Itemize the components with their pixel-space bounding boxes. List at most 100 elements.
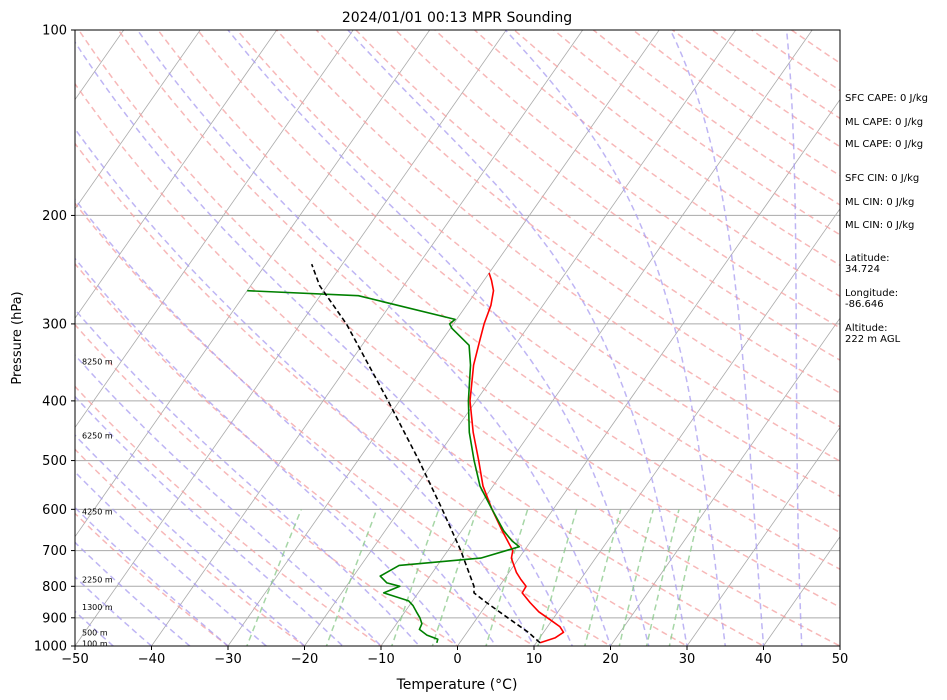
y-axis-label: Pressure (hPa) [10,291,25,384]
isotherm-line [763,536,840,646]
mixing-ratio-line [246,509,302,646]
moist-adiabat [75,471,268,646]
x-tick-label: −30 [214,652,241,667]
dry-adiabat [394,30,840,361]
moist-adiabat [75,354,383,646]
height-label: 100 m [82,639,108,648]
isotherm-line [75,30,354,429]
y-tick-label: 500 [42,454,67,469]
height-label: 8250 m [82,357,113,366]
moist-adiabat [75,395,344,646]
dry-adiabat [354,30,840,394]
isotherm-line [75,30,278,319]
latitude-value: 34.724 [845,264,880,275]
x-axis: −50 −40 −30 −20 −10 0 10 20 30 40 50 [61,646,848,667]
moist-adiabat [136,30,612,646]
x-tick-label: 50 [832,652,849,667]
y-tick-label: 1000 [34,640,67,655]
longitude-block: Longitude: -86.646 [845,288,898,310]
x-tick-label: 40 [755,652,772,667]
isotherm-line [75,30,507,646]
mixing-ratio-line [325,509,378,646]
moist-adiabat [347,30,688,646]
moist-adiabat [75,127,535,646]
x-tick-label: −20 [291,652,318,667]
moist-adiabat [75,257,459,646]
altitude-value: 222 m AGL [845,334,901,345]
x-tick-label: 0 [453,652,461,667]
mixing-ratio-line [485,509,529,646]
chart-title: 2024/01/01 00:13 MPR Sounding [342,10,572,26]
y-tick-label: 400 [42,394,67,409]
y-axis: 1000 900 800 700 600 500 400 300 200 100 [34,24,75,655]
moist-adiabat [75,575,153,646]
mixing-ratio-line [431,509,478,646]
x-tick-label: −40 [138,652,165,667]
mixing-ratio-line [668,509,702,646]
dry-adiabat [156,30,840,571]
dry-adiabat [75,323,459,646]
dry-adiabat [75,512,230,646]
moist-adiabat [75,434,306,646]
height-label: 4250 m [82,508,113,517]
mixing-ratio-line [618,509,654,646]
altitude-block: Altitude: 222 m AGL [845,323,900,345]
trace-layer [247,263,565,644]
moist-adiabat [75,610,115,646]
dry-adiabat [75,142,689,646]
mixing-ratio-line [391,509,440,646]
x-tick-label: 30 [679,652,696,667]
moist-adiabat [669,30,765,646]
dry-adiabat [275,30,840,463]
ml-cin-text: ML CIN: 0 J/kg [845,197,915,208]
dry-adiabat [473,30,840,298]
grid-lines [75,30,840,646]
moist-adiabat [75,541,191,646]
sfc-cape-text: SFC CAPE: 0 J/kg [845,93,928,104]
isotherm-line [75,30,431,538]
height-labels: 100 m 500 m 1300 m 2250 m 4250 m 6250 m 8250 m [82,357,113,648]
dry-adiabat [75,82,766,646]
isotherm-line [304,30,737,646]
isotherm-line [610,317,840,646]
isotherm-line [457,98,840,646]
parcel-trace [310,263,541,644]
altitude-label: Altitude: [845,323,888,334]
y-tick-label: 700 [42,544,67,559]
ml-cape-text: ML CAPE: 0 J/kg [845,117,924,128]
x-tick-label: −50 [61,652,88,667]
dry-adiabat [75,202,612,646]
height-label: 500 m [82,628,108,637]
y-tick-label: 600 [42,503,67,518]
mixing-ratio-line [645,509,680,646]
height-label: 6250 m [82,431,113,440]
moist-adiabat [75,198,497,646]
isotherm-line [227,30,660,646]
moist-adiabat [227,30,650,646]
y-tick-label: 100 [42,24,67,39]
longitude-label: Longitude: [845,288,899,299]
x-tick-label: −10 [367,652,394,667]
temperature-trace [469,272,565,644]
sfc-cin-text: SFC CIN: 0 J/kg [845,173,920,184]
isotherm-line [380,30,813,646]
dry-adiabat [196,30,840,534]
isotherm-line [533,208,840,646]
height-label: 2250 m [82,576,113,585]
y-tick-label: 800 [42,580,67,595]
dry-adiabat [77,30,840,646]
mixing-ratio-line [537,509,578,646]
y-tick-label: 300 [42,317,67,332]
x-axis-label: Temperature (°C) [396,677,518,693]
latitude-block: Latitude: 34.724 [845,253,890,275]
isotherm-line [75,30,201,210]
y-tick-label: 900 [42,611,67,626]
moist-adiabat [75,506,230,646]
mixing-ratio-line [584,509,622,646]
dry-adiabat [75,448,306,646]
moist-adiabat [785,30,803,646]
x-tick-label: 10 [526,652,543,667]
y-tick-label: 200 [42,209,67,224]
dry-adiabat [75,262,536,646]
